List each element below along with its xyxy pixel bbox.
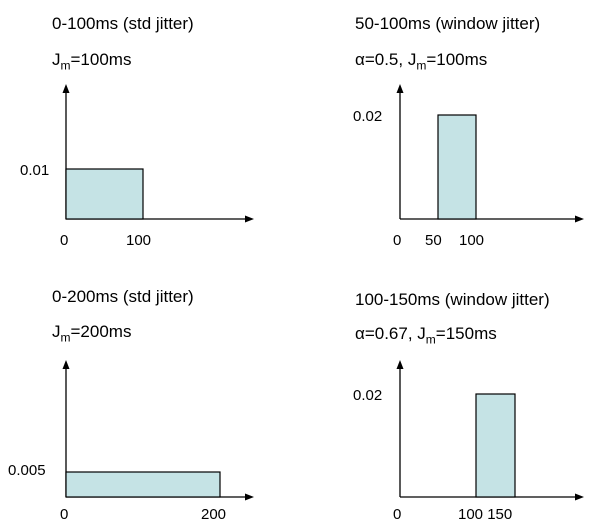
panel2-distribution-box bbox=[437, 114, 477, 220]
panel1-param-sub: m bbox=[60, 58, 71, 73]
panel3-title: 0-200ms (std jitter) bbox=[52, 287, 194, 306]
panel4-param: α=0.67, Jm=150ms bbox=[355, 324, 497, 346]
panel4-y-label: 0.02 bbox=[353, 387, 383, 404]
panel3-distribution-box bbox=[65, 471, 221, 498]
panel1-title: 0-100ms (std jitter) bbox=[52, 14, 194, 33]
panel2-param-value: =100ms bbox=[426, 50, 488, 69]
panel4-y-arrow bbox=[396, 360, 404, 369]
panel2-x-tick-100: 100 bbox=[459, 232, 485, 249]
panel1-param: Jm=100ms bbox=[52, 50, 132, 73]
panel2-param-prefix: α=0.5, J bbox=[355, 50, 417, 69]
panel3-param-sub: m bbox=[60, 330, 71, 345]
panel3-y-arrow bbox=[62, 360, 70, 369]
panel4-distribution-box bbox=[475, 393, 516, 498]
panel3-x-tick-200: 200 bbox=[201, 506, 227, 523]
panel1-y-label: 0.01 bbox=[20, 162, 50, 179]
panel4-x-tick-100-150: 100 150 bbox=[458, 506, 513, 523]
panel2-x-tick-50: 50 bbox=[425, 232, 442, 249]
panel1-x-tick-100: 100 bbox=[126, 232, 152, 249]
panel4-param-sub: m bbox=[425, 332, 436, 347]
panel1-x-arrow bbox=[245, 215, 254, 223]
panel4-param-prefix: α=0.67, J bbox=[355, 324, 426, 343]
panel2-param-sub: m bbox=[416, 58, 427, 73]
panel2-param: α=0.5, Jm=100ms bbox=[355, 50, 487, 72]
panel4-title: 100-150ms (window jitter) bbox=[355, 290, 550, 309]
panel2-x-tick-0: 0 bbox=[393, 232, 402, 249]
panel2-title: 50-100ms (window jitter) bbox=[355, 14, 541, 33]
panel3-y-label: 0.005 bbox=[8, 462, 46, 479]
panel2-x-arrow bbox=[575, 215, 584, 223]
panel3-x-arrow bbox=[245, 493, 254, 501]
panel2-y-label: 0.02 bbox=[353, 108, 383, 125]
panel4-x-arrow bbox=[575, 493, 584, 501]
panel3-param: Jm=200ms bbox=[52, 322, 132, 345]
panel1-distribution-box bbox=[65, 168, 144, 220]
panel4-param-value: =150ms bbox=[435, 324, 497, 343]
panel4-x-tick-0: 0 bbox=[393, 506, 402, 523]
panel1-param-value: =100ms bbox=[70, 50, 132, 69]
panel2-y-arrow bbox=[396, 84, 404, 93]
panel1-y-arrow bbox=[62, 84, 70, 93]
panel3-param-value: =200ms bbox=[70, 322, 132, 341]
panel3-x-tick-0: 0 bbox=[60, 506, 69, 523]
panel1-x-tick-0: 0 bbox=[60, 232, 69, 249]
